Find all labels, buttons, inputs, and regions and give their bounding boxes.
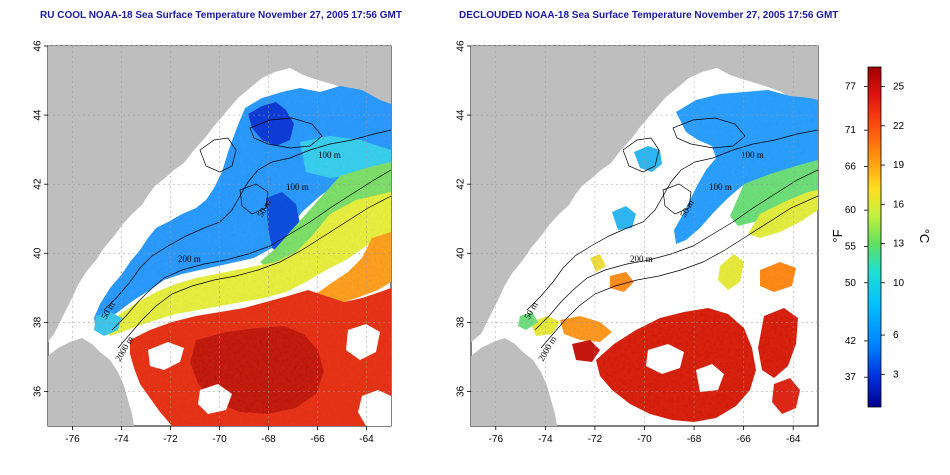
- x-tick-label: -68: [687, 434, 702, 445]
- left-contour-label: 100 m: [318, 150, 341, 160]
- right-sst-hole-2: [696, 364, 724, 392]
- fahrenheit-tick-label: 77: [845, 82, 857, 93]
- left-land-south: [48, 338, 134, 426]
- right-panel-title: DECLOUDED NOAA-18 Sea Surface Temperatur…: [459, 10, 839, 21]
- x-tick-label: -70: [637, 434, 652, 445]
- right-sst-cold-4: [700, 180, 724, 208]
- left-sst-deep-blue: [248, 102, 294, 146]
- x-tick-label: -74: [538, 434, 553, 445]
- left-axes: -76 -74 -72 -70 -68 -66 -64 46 44 42 40 38 36: [33, 40, 391, 445]
- left-cloud-patch-3: [346, 324, 380, 360]
- left-map: 100 m 100 m 50 m 200 m 50 m 2000 m -76 -7…: [33, 40, 392, 445]
- y-tick-label: 40: [456, 247, 467, 259]
- left-cloud-patch-1: [148, 342, 184, 370]
- colorbar-ticks: 25 22 19 16 13 10 6 3 77 71 66 60 55 50 42 37: [845, 82, 905, 384]
- x-tick-label: -66: [736, 434, 751, 445]
- right-sst-orange-3: [760, 262, 796, 292]
- y-tick-label: 44: [33, 109, 44, 121]
- right-sst-red-west: [572, 340, 600, 362]
- right-sst-yellow-4: [590, 254, 606, 272]
- colorbar-unit-fahrenheit: °F: [830, 229, 845, 242]
- fahrenheit-tick-label: 37: [845, 372, 857, 383]
- y-tick-label: 36: [33, 385, 44, 397]
- x-tick-label: -72: [163, 434, 178, 445]
- y-tick-label: 38: [456, 316, 467, 328]
- celsius-tick-label: 16: [893, 199, 905, 210]
- y-tick-label: 36: [456, 385, 467, 397]
- left-contour-label: 200 m: [178, 254, 201, 264]
- left-contour-label: 100 m: [286, 182, 309, 192]
- right-contour-label: 200 m: [630, 254, 653, 264]
- y-tick-label: 38: [33, 316, 44, 328]
- right-land-south: [471, 338, 557, 426]
- left-panel-title: RU COOL NOAA-18 Sea Surface Temperature …: [40, 10, 402, 21]
- right-map: 100 m 100 m 50 m 200 m 50 m 2000 m -76 -7…: [456, 40, 819, 445]
- right-sst-yellow-2: [718, 254, 744, 290]
- colorbar-unit-celsius: °C: [917, 229, 932, 244]
- right-sst-green: [730, 160, 818, 226]
- right-sst-cold-3: [612, 206, 636, 230]
- left-sst-green: [260, 162, 391, 270]
- x-tick-label: -76: [489, 434, 504, 445]
- left-land: [48, 46, 391, 342]
- right-bathymetry-contours: [526, 117, 818, 349]
- celsius-tick-label: 3: [893, 369, 899, 380]
- right-sst-hole-1: [646, 344, 684, 374]
- left-nova-scotia: [330, 46, 391, 100]
- right-axes: -76 -74 -72 -70 -68 -66 -64 46 44 42 40 38 36: [456, 40, 818, 445]
- right-contour-label: 100 m: [741, 150, 764, 160]
- celsius-tick-label: 13: [893, 239, 905, 250]
- fahrenheit-tick-label: 60: [845, 205, 857, 216]
- x-tick-label: -70: [212, 434, 227, 445]
- y-tick-label: 42: [456, 178, 467, 190]
- fahrenheit-tick-label: 50: [845, 278, 857, 289]
- left-bathymetry-contours: [103, 117, 391, 349]
- y-tick-label: 46: [33, 40, 44, 52]
- y-tick-label: 42: [33, 178, 44, 190]
- fahrenheit-tick-label: 66: [845, 162, 857, 173]
- y-tick-label: 40: [33, 247, 44, 259]
- celsius-tick-label: 22: [893, 121, 905, 132]
- celsius-tick-label: 10: [893, 278, 905, 289]
- right-sst-green-south: [518, 312, 538, 330]
- left-sst-yellow: [104, 192, 391, 336]
- left-sst-orange: [316, 232, 391, 302]
- right-sst-red-east: [758, 308, 798, 378]
- fahrenheit-tick-label: 71: [845, 125, 857, 136]
- right-sst-yellow-3: [530, 316, 560, 336]
- y-tick-label: 46: [456, 40, 467, 52]
- colorbar-gradient: [867, 66, 882, 408]
- right-land: [471, 46, 818, 342]
- right-sst-orange-2: [610, 272, 634, 292]
- right-sst-yellow: [748, 190, 818, 238]
- x-tick-label: -68: [261, 434, 276, 445]
- colorbar: 25 22 19 16 13 10 6 3 77 71 66 60 55 50 42 37 °F °C: [830, 66, 932, 408]
- left-sst-cyan-south: [94, 312, 122, 336]
- x-tick-label: -74: [114, 434, 129, 445]
- fahrenheit-tick-label: 55: [845, 241, 857, 252]
- x-tick-label: -64: [786, 434, 801, 445]
- celsius-tick-label: 6: [893, 330, 899, 341]
- celsius-tick-label: 19: [893, 160, 905, 171]
- x-tick-label: -66: [310, 434, 325, 445]
- right-contour-label: 100 m: [709, 182, 732, 192]
- celsius-tick-label: 25: [893, 82, 905, 93]
- fahrenheit-tick-label: 42: [845, 336, 857, 347]
- x-tick-label: -72: [588, 434, 603, 445]
- x-tick-label: -76: [65, 434, 80, 445]
- x-tick-label: -64: [359, 434, 374, 445]
- y-tick-label: 44: [456, 109, 467, 121]
